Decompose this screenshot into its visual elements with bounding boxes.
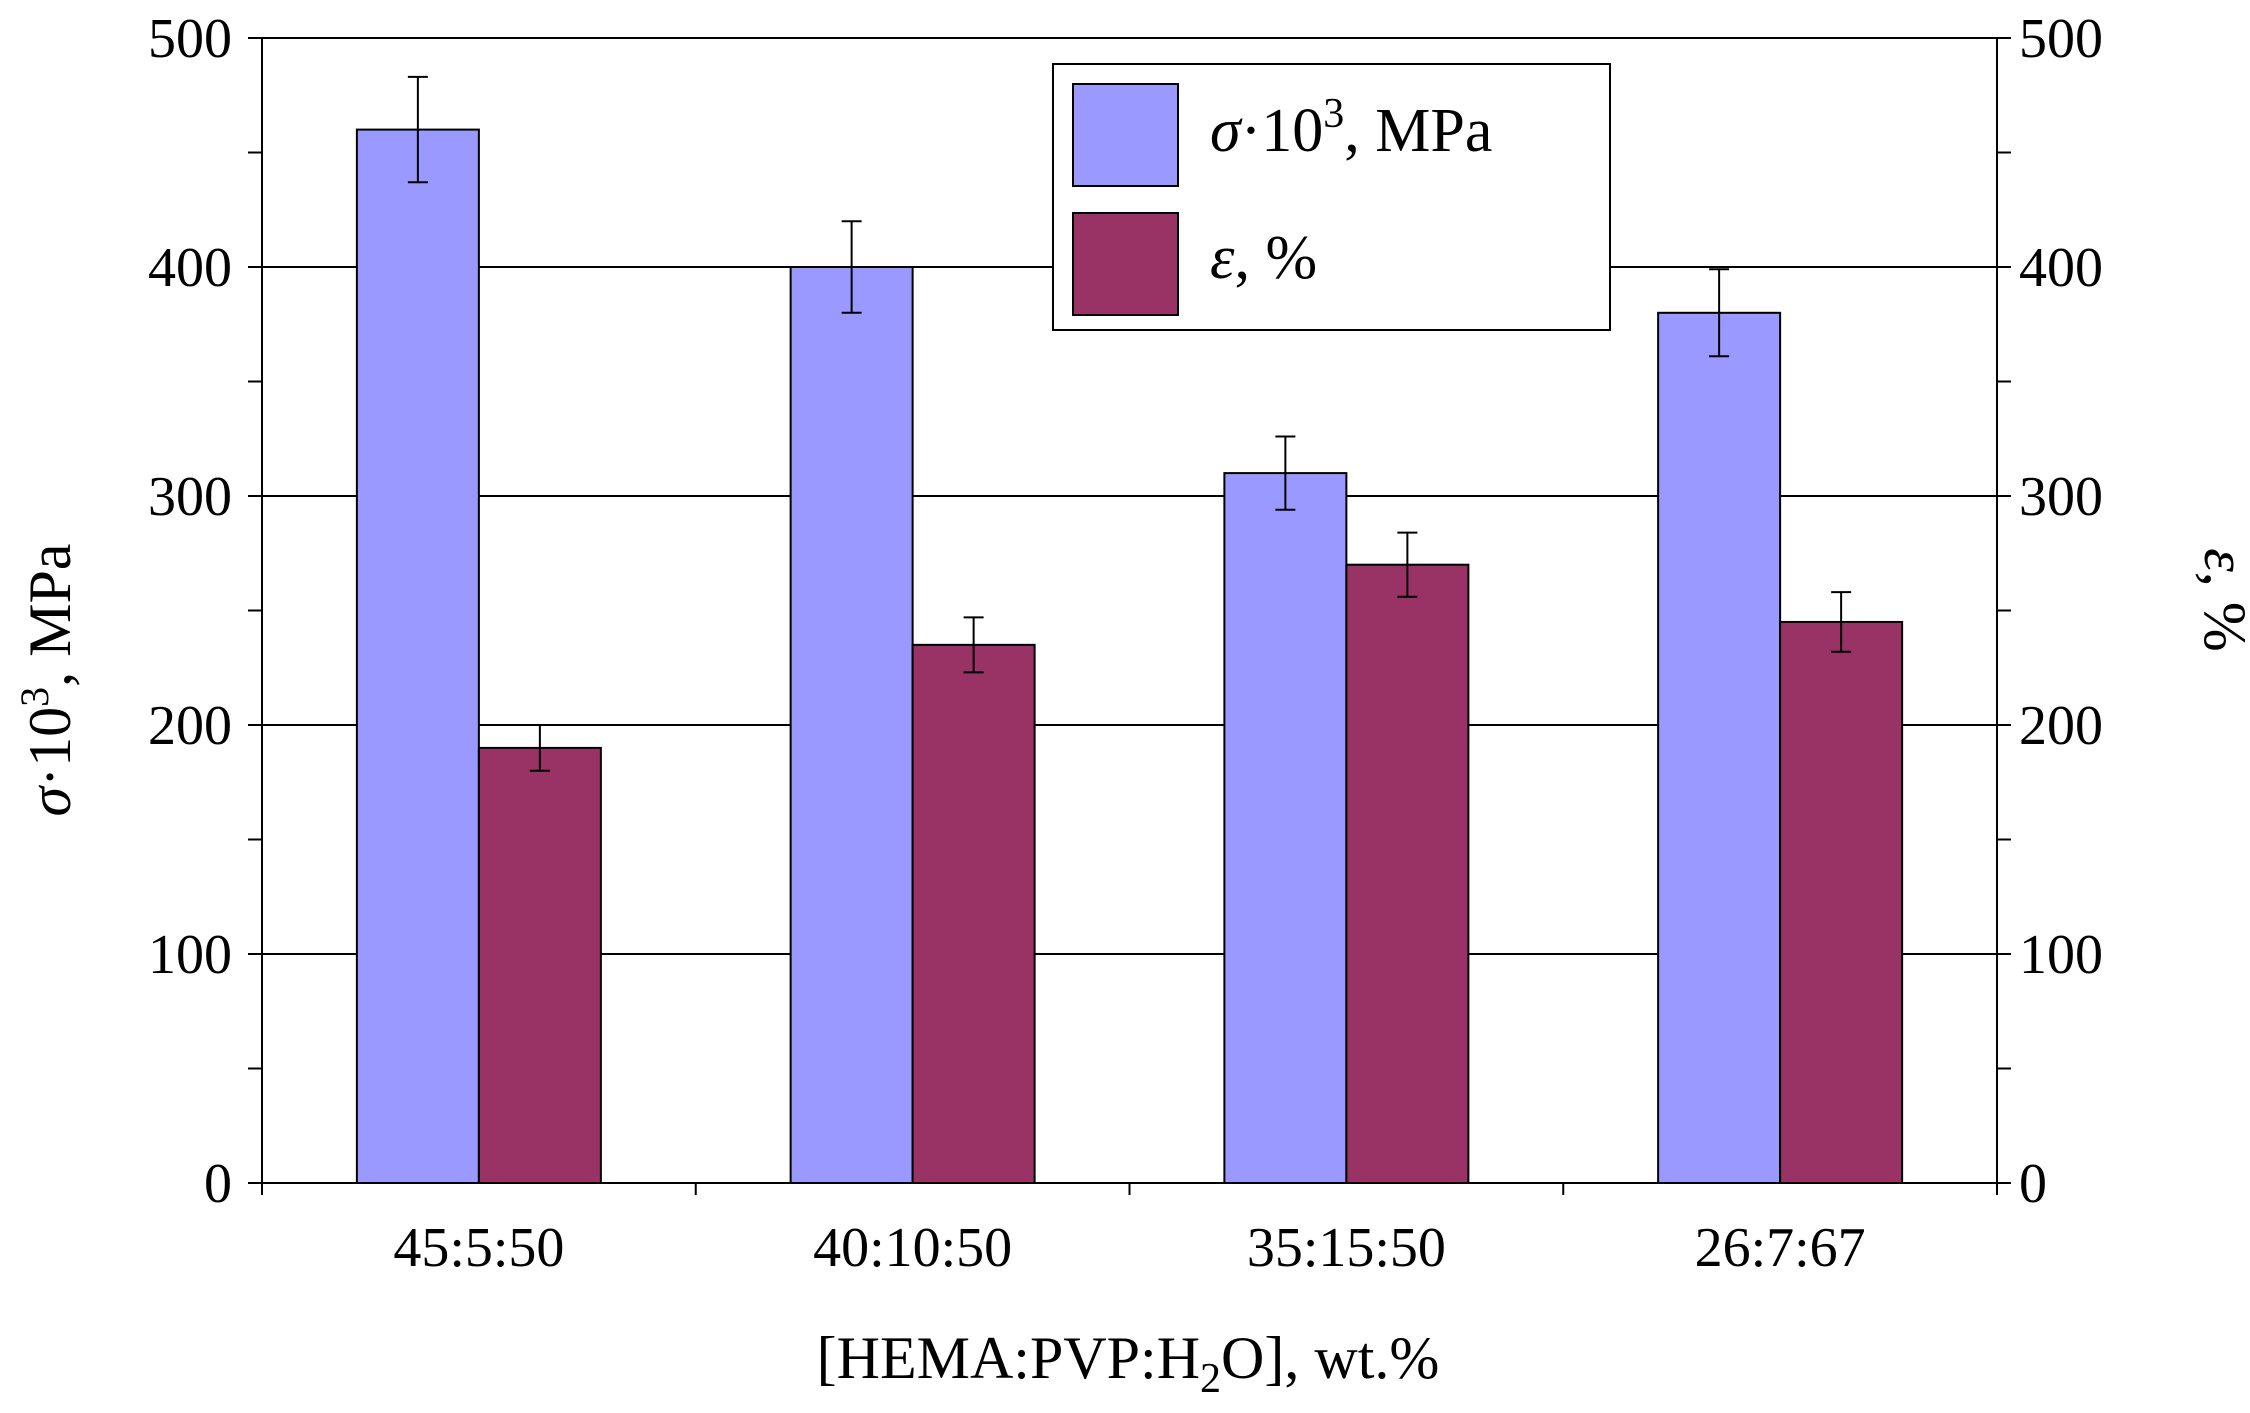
legend-swatch-epsilon — [1072, 212, 1179, 316]
tick-labels: 0 100 200 300 400 500 0 100 200 300 400 500 45:5:50 4… — [148, 8, 2103, 1279]
right-tick-label: 0 — [2019, 1153, 2047, 1215]
x-tick-label: 35:15:50 — [1247, 1217, 1446, 1279]
error-bars — [407, 75, 1852, 772]
right-tick-label: 500 — [2019, 8, 2103, 70]
right-tick-label: 300 — [2019, 466, 2103, 528]
x-tick-label: 40:10:50 — [813, 1217, 1012, 1279]
left-tick-label: 400 — [148, 237, 232, 299]
bar — [1223, 472, 1348, 1185]
x-tick-label: 26:7:67 — [1695, 1217, 1866, 1279]
right-tick-label: 200 — [2019, 695, 2103, 757]
left-axis-title: σ·103, MPa — [12, 544, 83, 817]
left-tick-label: 100 — [148, 924, 232, 986]
legend: σ·103, MPa ε, % — [1052, 63, 1611, 331]
bar — [355, 128, 480, 1185]
right-tick-label: 100 — [2019, 924, 2103, 986]
bars — [355, 128, 1904, 1185]
bar — [477, 746, 602, 1185]
left-tick-label: 300 — [148, 466, 232, 528]
bar — [1345, 563, 1470, 1184]
bar — [911, 643, 1036, 1184]
legend-label-epsilon: ε, % — [1210, 224, 1317, 292]
legend-label-sigma: σ·103, MPa — [1210, 91, 1492, 165]
x-tick-label: 45:5:50 — [393, 1217, 564, 1279]
bar — [789, 266, 914, 1184]
legend-swatch-sigma — [1072, 83, 1179, 187]
right-tick-label: 400 — [2019, 237, 2103, 299]
x-axis-title: [HEMA:PVP:H2O], wt.% — [817, 1325, 1440, 1402]
left-tick-label: 500 — [148, 8, 232, 70]
left-tick-label: 0 — [204, 1153, 232, 1215]
axes — [248, 37, 2011, 1195]
left-tick-label: 200 — [148, 695, 232, 757]
right-axis-title: ε, % — [2192, 548, 2250, 652]
bar — [1779, 620, 1904, 1184]
bar — [1657, 311, 1782, 1184]
